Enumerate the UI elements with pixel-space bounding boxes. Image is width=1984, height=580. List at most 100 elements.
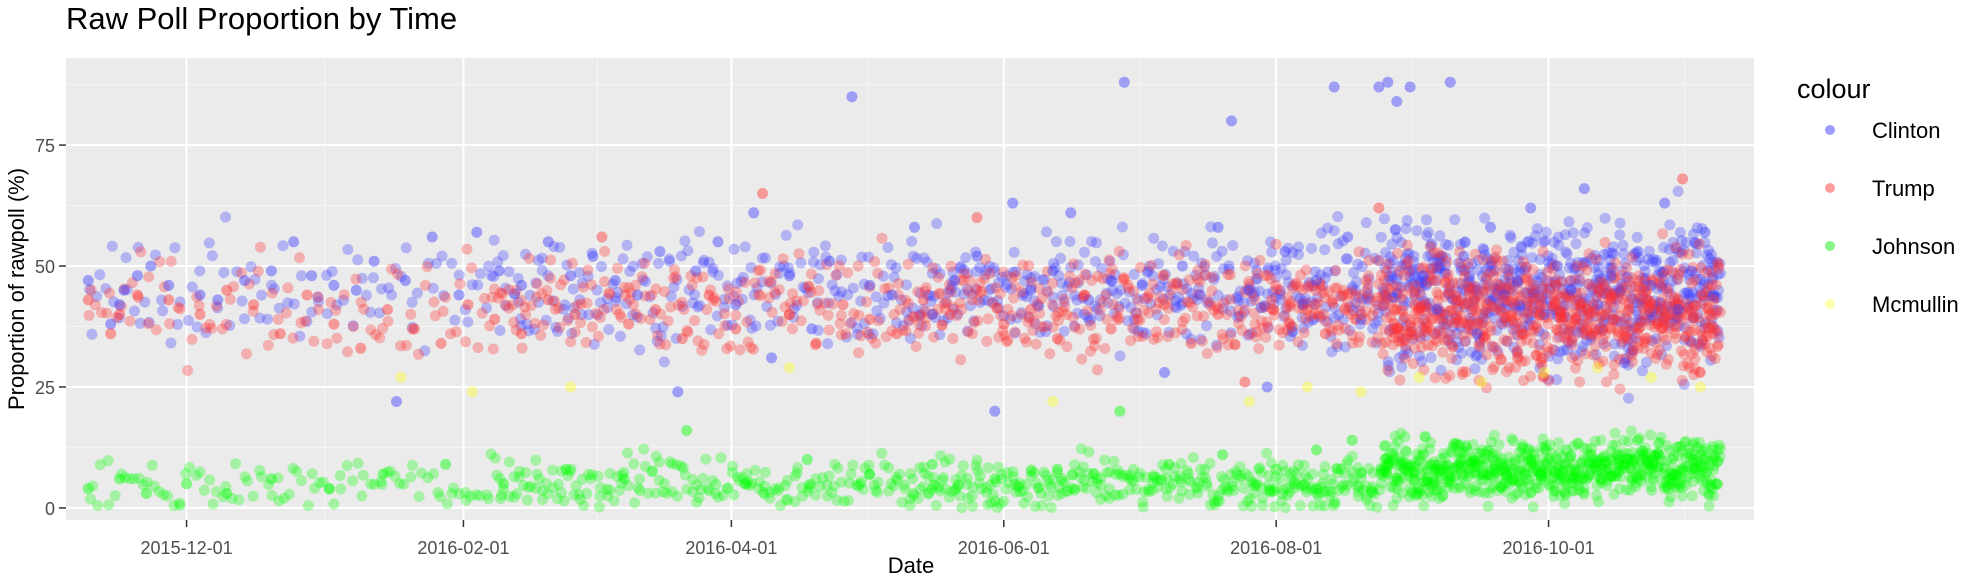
johnson-point: [1400, 461, 1412, 473]
trump-point: [991, 302, 1003, 314]
johnson-point: [703, 485, 715, 497]
trump-point: [812, 298, 823, 310]
trump-point: [220, 318, 232, 330]
johnson-point: [1551, 453, 1562, 465]
trump-point: [1435, 312, 1447, 324]
trump-point: [894, 303, 906, 315]
clinton-point: [1683, 288, 1695, 300]
johnson-point: [1578, 482, 1590, 494]
trump-point: [1471, 317, 1483, 329]
johnson-point: [1465, 458, 1477, 469]
johnson-point: [982, 462, 994, 474]
clinton-point: [121, 284, 133, 295]
trump-point: [1381, 282, 1393, 294]
clinton-point: [1377, 300, 1389, 312]
clinton-point: [1019, 275, 1031, 287]
trump-point: [1661, 283, 1673, 295]
trump-point: [1450, 297, 1462, 309]
trump-point: [1008, 292, 1020, 304]
clinton-point: [1418, 270, 1429, 282]
trump-point: [765, 276, 777, 288]
trump-point: [1429, 372, 1441, 384]
clinton-point: [1393, 352, 1405, 364]
trump-point: [489, 313, 501, 325]
clinton-point: [1704, 291, 1716, 302]
johnson-point: [1654, 437, 1666, 448]
johnson-point: [1703, 489, 1715, 501]
johnson-point: [1520, 468, 1532, 480]
trump-point: [1608, 369, 1620, 380]
clinton-point: [1569, 274, 1581, 286]
johnson-point: [1441, 482, 1453, 494]
clinton-point: [748, 289, 760, 301]
clinton-point: [1435, 261, 1447, 273]
clinton-point: [1699, 318, 1711, 330]
trump-point: [1453, 317, 1465, 329]
clinton-point: [113, 312, 125, 324]
johnson-point: [1705, 479, 1717, 491]
trump-point: [1517, 286, 1529, 298]
clinton-point: [1690, 247, 1702, 259]
trump-point: [1526, 290, 1538, 302]
trump-point: [1440, 291, 1452, 303]
clinton-point: [1407, 279, 1418, 290]
clinton-point: [653, 257, 664, 269]
trump-point: [1389, 323, 1401, 335]
trump-point: [1429, 328, 1441, 340]
johnson-point: [1331, 463, 1343, 475]
johnson-point: [1659, 462, 1671, 474]
johnson-point: [1527, 457, 1538, 469]
johnson-point: [1505, 457, 1517, 469]
johnson-point: [1263, 479, 1275, 491]
trump-point: [869, 256, 881, 268]
trump-point: [1481, 298, 1493, 310]
clinton-point: [1598, 281, 1610, 293]
trump-point: [1693, 238, 1705, 250]
clinton-point: [1463, 269, 1475, 281]
clinton-point: [1370, 337, 1382, 349]
johnson-point: [622, 447, 633, 459]
johnson-point: [1514, 466, 1526, 478]
clinton-point: [1497, 286, 1509, 298]
johnson-point: [838, 495, 850, 507]
clinton-point: [554, 241, 566, 253]
johnson-point: [184, 461, 196, 473]
clinton-point: [1626, 333, 1638, 345]
clinton-point: [515, 320, 527, 332]
clinton-point: [1501, 335, 1513, 347]
johnson-point: [1648, 458, 1660, 470]
clinton-point: [1542, 275, 1554, 287]
johnson-point: [845, 468, 857, 480]
clinton-point: [1659, 197, 1671, 209]
trump-point: [1483, 284, 1494, 295]
johnson-point: [982, 499, 994, 511]
clinton-point: [1399, 253, 1411, 265]
trump-point: [827, 298, 839, 310]
mcmullin-point: [565, 381, 577, 393]
clinton-point: [1404, 81, 1416, 93]
trump-point: [486, 291, 498, 303]
clinton-point: [1062, 280, 1074, 292]
trump-point: [1495, 317, 1507, 329]
trump-point: [1331, 338, 1342, 350]
johnson-point: [531, 468, 543, 480]
johnson-point: [1471, 469, 1483, 481]
johnson-point: [1517, 442, 1529, 453]
clinton-point: [1622, 359, 1634, 371]
clinton-point: [1504, 301, 1516, 312]
clinton-point: [1572, 279, 1583, 291]
clinton-point: [282, 297, 294, 309]
johnson-point: [1582, 457, 1594, 469]
clinton-point: [1663, 244, 1675, 255]
johnson-point: [1254, 462, 1266, 474]
johnson-point: [961, 478, 973, 490]
johnson-point: [1476, 475, 1488, 487]
trump-point: [1515, 336, 1527, 348]
johnson-point: [1456, 460, 1468, 472]
johnson-point: [1051, 463, 1063, 475]
johnson-point: [1018, 498, 1030, 509]
trump-point: [1384, 326, 1396, 338]
johnson-point: [1449, 470, 1461, 482]
clinton-point: [1015, 307, 1027, 318]
trump-point: [1069, 277, 1081, 289]
